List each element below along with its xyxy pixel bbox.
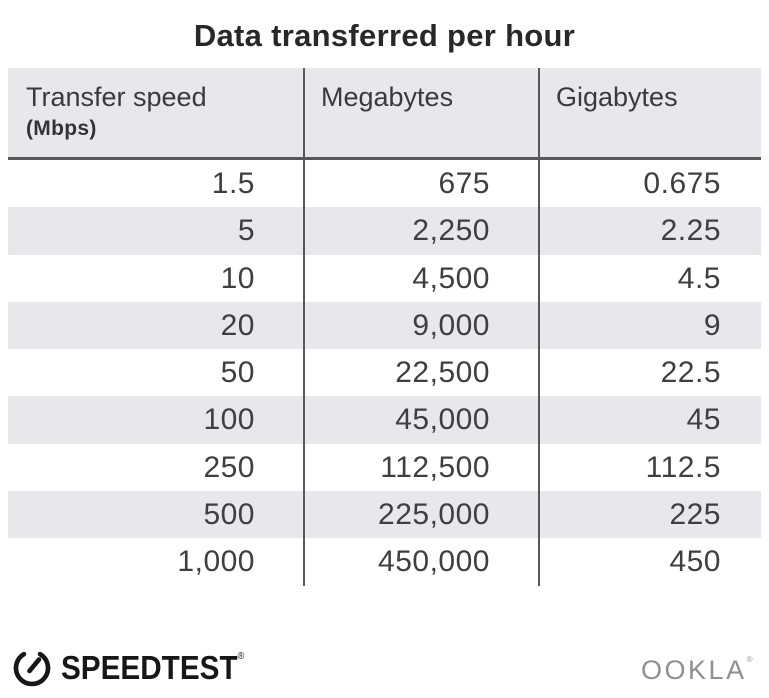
table-header-row: Transfer speed (Mbps) Megabytes Gigabyte… xyxy=(8,68,761,160)
cell-megabytes: 225,000 xyxy=(303,491,538,539)
footer: SPEEDTEST® OOKLA® xyxy=(0,636,769,698)
gauge-icon xyxy=(12,648,52,688)
cell-speed: 500 xyxy=(203,498,255,532)
speedtest-wordmark: SPEEDTEST® xyxy=(61,649,245,686)
cell-speed: 1.5 xyxy=(211,167,255,200)
cell-speed: 20 xyxy=(220,308,255,342)
cell-speed: 50 xyxy=(220,356,255,390)
cell-speed: 1,000 xyxy=(177,545,255,579)
cell-megabytes: 2,250 xyxy=(303,207,538,255)
cell-gigabytes: 225 xyxy=(538,491,761,539)
table-row: 20 9,000 9 xyxy=(8,301,761,350)
data-table: Transfer speed (Mbps) Megabytes Gigabyte… xyxy=(8,68,761,586)
cell-gigabytes: 0.675 xyxy=(538,160,761,208)
column-header-transfer-speed: Transfer speed (Mbps) xyxy=(8,68,303,157)
cell-gigabytes: 2.25 xyxy=(538,207,761,255)
cell-speed: 100 xyxy=(203,403,255,437)
cell-gigabytes: 45 xyxy=(538,396,761,444)
cell-megabytes: 675 xyxy=(303,160,538,208)
page-title: Data transferred per hour xyxy=(193,18,576,53)
column-header-label: Transfer speed xyxy=(26,82,207,112)
column-header-unit: (Mbps) xyxy=(26,117,97,141)
table-row: 100 45,000 45 xyxy=(8,396,761,444)
table-row: 10 4,500 4.5 xyxy=(8,254,761,302)
table-row: 250 112,500 112.5 xyxy=(8,443,761,492)
cell-gigabytes: 450 xyxy=(538,538,761,586)
cell-megabytes: 4,500 xyxy=(303,254,538,302)
cell-speed: 250 xyxy=(203,450,255,484)
registered-trademark-icon: ® xyxy=(237,651,245,662)
cell-megabytes: 112,500 xyxy=(303,443,538,492)
cell-megabytes: 22,500 xyxy=(303,349,538,397)
speedtest-logo: SPEEDTEST® xyxy=(12,648,265,688)
cell-gigabytes: 112.5 xyxy=(538,443,761,492)
cell-megabytes: 450,000 xyxy=(303,538,538,586)
table-row: 500 225,000 225 xyxy=(8,491,761,539)
cell-gigabytes: 4.5 xyxy=(538,254,761,302)
cell-megabytes: 9,000 xyxy=(303,301,538,350)
column-header-gigabytes: Gigabytes xyxy=(538,68,761,157)
column-header-megabytes: Megabytes xyxy=(303,68,538,157)
table-row: 50 22,500 22.5 xyxy=(8,349,761,397)
cell-gigabytes: 9 xyxy=(538,301,761,350)
table-row: 1,000 450,000 450 xyxy=(8,538,761,586)
registered-trademark-icon: ® xyxy=(746,655,755,664)
table-row: 1.5 675 0.675 xyxy=(8,160,761,208)
cell-speed: 10 xyxy=(220,261,255,295)
cell-gigabytes: 22.5 xyxy=(538,349,761,397)
table-row: 5 2,250 2.25 xyxy=(8,207,761,255)
cell-speed: 5 xyxy=(237,214,255,248)
cell-megabytes: 45,000 xyxy=(303,396,538,444)
table-body: 1.5 675 0.675 5 2,250 2.25 10 4,500 4.5 … xyxy=(8,160,761,586)
ookla-logo: OOKLA® xyxy=(641,655,755,685)
